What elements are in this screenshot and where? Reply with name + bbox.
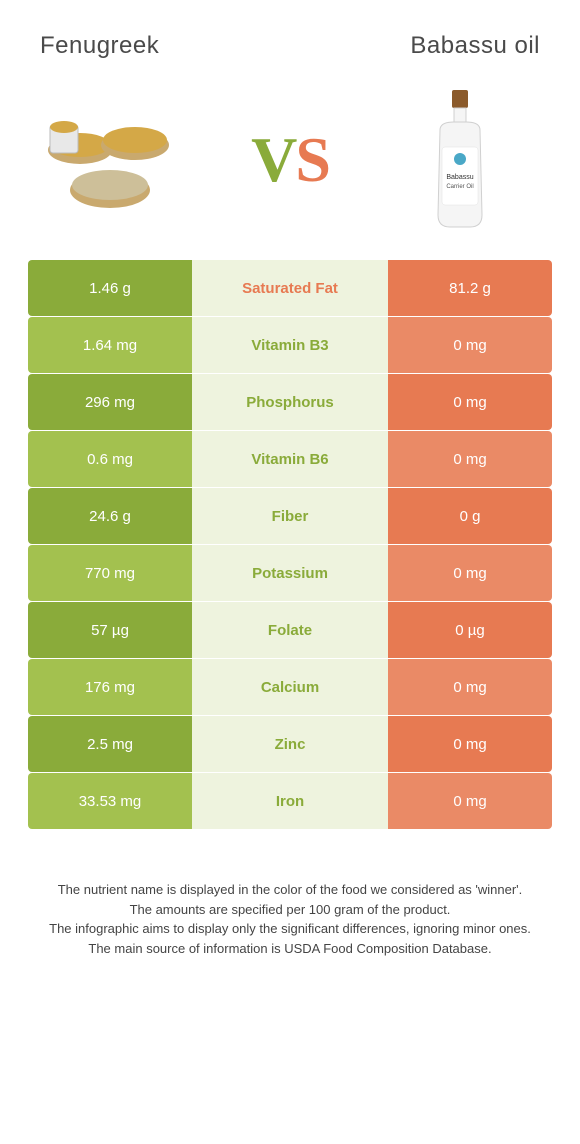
footer-line-4: The main source of information is USDA F… <box>30 939 550 959</box>
right-food-title: Babassu oil <box>410 32 540 60</box>
right-value: 0 mg <box>388 374 552 430</box>
bottle-label-line1: Babassu <box>446 174 473 181</box>
right-food-image: Babassu Carrier Oil <box>380 90 540 230</box>
right-value: 0 mg <box>388 659 552 715</box>
left-food-image <box>40 90 200 230</box>
left-value: 57 µg <box>28 602 192 658</box>
vs-v-letter: V <box>251 124 295 195</box>
right-value: 0 mg <box>388 545 552 601</box>
footer-notes: The nutrient name is displayed in the co… <box>0 830 580 978</box>
footer-line-2: The amounts are specified per 100 gram o… <box>30 900 550 920</box>
right-value: 81.2 g <box>388 260 552 316</box>
nutrient-label: Vitamin B3 <box>192 317 388 373</box>
nutrition-row: 296 mgPhosphorus0 mg <box>28 374 552 430</box>
nutrition-row: 1.64 mgVitamin B30 mg <box>28 317 552 373</box>
nutrition-row: 24.6 gFiber0 g <box>28 488 552 544</box>
left-value: 2.5 mg <box>28 716 192 772</box>
left-value: 24.6 g <box>28 488 192 544</box>
nutrition-table: 1.46 gSaturated Fat81.2 g1.64 mgVitamin … <box>0 260 580 829</box>
right-value: 0 mg <box>388 773 552 829</box>
nutrition-row: 57 µgFolate0 µg <box>28 602 552 658</box>
left-value: 1.46 g <box>28 260 192 316</box>
footer-line-3: The infographic aims to display only the… <box>30 919 550 939</box>
right-value: 0 mg <box>388 431 552 487</box>
nutrient-label: Iron <box>192 773 388 829</box>
bottle-label-line2: Carrier Oil <box>446 184 473 190</box>
footer-line-1: The nutrient name is displayed in the co… <box>30 880 550 900</box>
nutrient-label: Fiber <box>192 488 388 544</box>
left-value: 176 mg <box>28 659 192 715</box>
nutrient-label: Vitamin B6 <box>192 431 388 487</box>
nutrition-row: 33.53 mgIron0 mg <box>28 773 552 829</box>
nutrition-row: 176 mgCalcium0 mg <box>28 659 552 715</box>
left-value: 0.6 mg <box>28 431 192 487</box>
nutrient-label: Zinc <box>192 716 388 772</box>
right-value: 0 mg <box>388 317 552 373</box>
nutrient-label: Folate <box>192 602 388 658</box>
vs-label: VS <box>251 123 329 197</box>
left-food-title: Fenugreek <box>40 32 159 60</box>
right-value: 0 g <box>388 488 552 544</box>
left-value: 770 mg <box>28 545 192 601</box>
nutrient-label: Calcium <box>192 659 388 715</box>
nutrition-row: 1.46 gSaturated Fat81.2 g <box>28 260 552 316</box>
nutrient-label: Potassium <box>192 545 388 601</box>
left-value: 33.53 mg <box>28 773 192 829</box>
nutrition-row: 0.6 mgVitamin B60 mg <box>28 431 552 487</box>
left-value: 1.64 mg <box>28 317 192 373</box>
right-value: 0 mg <box>388 716 552 772</box>
nutrient-label: Saturated Fat <box>192 260 388 316</box>
nutrition-row: 770 mgPotassium0 mg <box>28 545 552 601</box>
nutrient-label: Phosphorus <box>192 374 388 430</box>
right-value: 0 µg <box>388 602 552 658</box>
left-value: 296 mg <box>28 374 192 430</box>
vs-s-letter: S <box>295 124 329 195</box>
nutrition-row: 2.5 mgZinc0 mg <box>28 716 552 772</box>
